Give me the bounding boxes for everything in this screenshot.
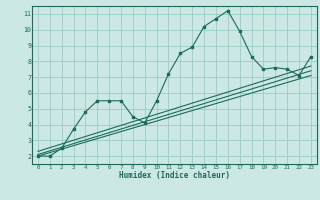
X-axis label: Humidex (Indice chaleur): Humidex (Indice chaleur): [119, 171, 230, 180]
